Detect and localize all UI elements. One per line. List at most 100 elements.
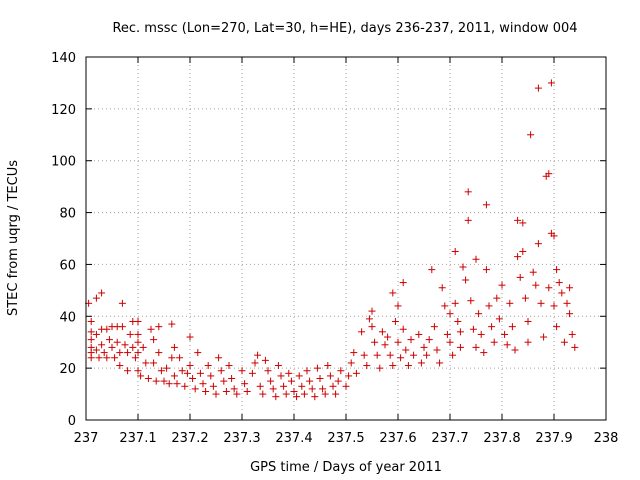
data-point (347, 359, 355, 367)
data-point (495, 315, 503, 323)
chart-title: Rec. mssc (Lon=270, Lat=30, h=HE), days … (112, 21, 577, 36)
data-point (116, 362, 124, 370)
data-point (298, 382, 306, 390)
data-point (550, 302, 558, 310)
data-point (321, 390, 329, 398)
data-point (480, 349, 488, 357)
data-point (230, 385, 238, 393)
data-point (350, 349, 358, 357)
data-point (415, 330, 423, 338)
data-point (446, 338, 454, 346)
x-tick-label: 237.6 (379, 431, 416, 446)
data-point (293, 393, 301, 401)
data-point (472, 255, 480, 263)
data-point (334, 377, 342, 385)
data-point (181, 382, 189, 390)
data-point (519, 247, 527, 255)
data-point (204, 362, 212, 370)
data-point (313, 364, 321, 372)
data-point (277, 372, 285, 380)
data-point (105, 336, 113, 344)
data-point (397, 354, 405, 362)
data-point (462, 276, 470, 284)
data-point (207, 372, 215, 380)
data-point (376, 364, 384, 372)
y-axis-label: STEC from uqrg / TECUs (6, 160, 21, 316)
data-point (287, 377, 295, 385)
data-point (326, 372, 334, 380)
data-point (524, 317, 532, 325)
data-point (189, 375, 197, 383)
data-point (451, 299, 459, 307)
data-point (373, 351, 381, 359)
data-point (243, 387, 251, 395)
y-tick-label: 140 (51, 51, 76, 66)
data-point (332, 390, 340, 398)
data-point (402, 346, 410, 354)
y-tick-label: 40 (59, 310, 76, 325)
data-point (456, 343, 464, 351)
data-point (225, 362, 233, 370)
data-point (113, 338, 121, 346)
data-point (111, 354, 119, 362)
data-point (501, 330, 509, 338)
data-point (87, 328, 95, 336)
data-point (389, 362, 397, 370)
data-point (92, 346, 100, 354)
data-point (311, 393, 319, 401)
data-point (228, 375, 236, 383)
data-point (368, 307, 376, 315)
y-tick-label: 100 (51, 155, 76, 170)
data-point (399, 279, 407, 287)
data-point (404, 362, 412, 370)
data-point (394, 338, 402, 346)
data-point (443, 330, 451, 338)
data-point (563, 299, 571, 307)
data-point (282, 390, 290, 398)
data-point (212, 390, 220, 398)
y-tick-label: 20 (59, 362, 76, 377)
data-point (438, 284, 446, 292)
data-point (498, 281, 506, 289)
data-point (423, 351, 431, 359)
data-point (407, 336, 415, 344)
data-point (558, 289, 566, 297)
x-tick-label: 237.3 (223, 431, 260, 446)
data-point (566, 310, 574, 318)
data-point (467, 297, 475, 305)
data-point (352, 369, 360, 377)
data-point (209, 382, 217, 390)
data-point (300, 390, 308, 398)
data-point (87, 354, 95, 362)
data-point (560, 338, 568, 346)
data-point (194, 349, 202, 357)
data-point (399, 325, 407, 333)
data-point (475, 310, 483, 318)
data-point (238, 367, 246, 375)
data-point (545, 284, 553, 292)
data-point (316, 375, 324, 383)
data-point (131, 354, 139, 362)
data-point (254, 351, 262, 359)
data-point (345, 372, 353, 380)
data-point (108, 343, 116, 351)
data-point (441, 302, 449, 310)
data-point (150, 359, 158, 367)
data-point (248, 369, 256, 377)
data-point (386, 351, 394, 359)
data-point (449, 351, 457, 359)
data-point (454, 317, 462, 325)
data-point (358, 328, 366, 336)
data-point (98, 341, 106, 349)
data-point (410, 351, 418, 359)
data-point (178, 367, 186, 375)
data-point (550, 232, 558, 240)
data-point (217, 367, 225, 375)
data-point (360, 351, 368, 359)
data-point (319, 385, 327, 393)
data-point (147, 325, 155, 333)
data-point (222, 387, 230, 395)
data-point (306, 377, 314, 385)
data-point (116, 349, 124, 357)
